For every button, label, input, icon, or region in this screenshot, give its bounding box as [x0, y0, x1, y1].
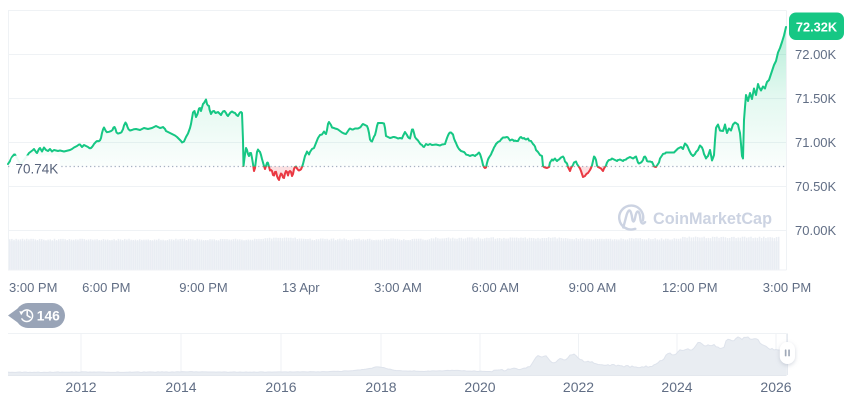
svg-text:6:00 PM: 6:00 PM: [82, 280, 130, 295]
svg-text:2024: 2024: [661, 379, 692, 395]
svg-text:3:00 PM: 3:00 PM: [763, 280, 811, 295]
svg-text:3:00 AM: 3:00 AM: [374, 280, 422, 295]
svg-text:70.50K: 70.50K: [795, 179, 837, 194]
svg-text:12:00 PM: 12:00 PM: [662, 280, 718, 295]
svg-text:70.00K: 70.00K: [795, 223, 837, 238]
svg-text:70.74K: 70.74K: [16, 162, 59, 177]
svg-text:9:00 PM: 9:00 PM: [179, 280, 227, 295]
svg-text:9:00 AM: 9:00 AM: [569, 280, 617, 295]
svg-text:71.00K: 71.00K: [795, 135, 837, 150]
svg-text:6:00 AM: 6:00 AM: [471, 280, 519, 295]
svg-text:2018: 2018: [365, 379, 396, 395]
svg-text:146: 146: [37, 308, 60, 323]
svg-text:13 Apr: 13 Apr: [282, 280, 320, 295]
svg-text:72.32K: 72.32K: [796, 20, 838, 35]
svg-text:71.50K: 71.50K: [795, 91, 837, 106]
svg-text:2014: 2014: [165, 379, 196, 395]
svg-text:2022: 2022: [563, 379, 594, 395]
svg-text:2020: 2020: [464, 379, 495, 395]
svg-text:72.00K: 72.00K: [795, 47, 837, 62]
svg-text:3:00 PM: 3:00 PM: [9, 280, 57, 295]
svg-text:2026: 2026: [760, 379, 791, 395]
svg-text:CoinMarketCap: CoinMarketCap: [653, 210, 772, 228]
svg-text:2016: 2016: [265, 379, 296, 395]
svg-text:2012: 2012: [65, 379, 96, 395]
